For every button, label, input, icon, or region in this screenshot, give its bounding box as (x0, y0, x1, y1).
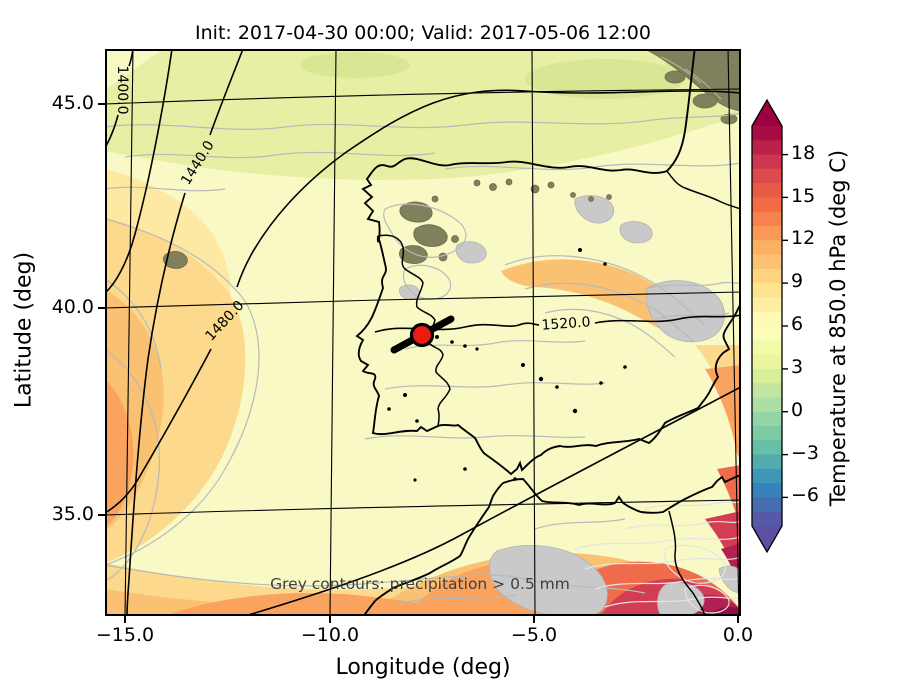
x-tick-mark (329, 616, 331, 623)
station-marker (390, 315, 455, 354)
map-panel: 1400.0 1440.0 1480.0 1520.0 Grey contour… (104, 46, 745, 618)
colorbar (750, 94, 796, 568)
colorbar-segment (752, 368, 782, 384)
colorbar-segment (752, 254, 782, 270)
colorbar-segment (752, 126, 782, 141)
colorbar-segment (752, 426, 782, 441)
colorbar-outline (751, 98, 783, 554)
x-tick-label: −15.0 (95, 624, 155, 646)
colorbar-segment (752, 354, 782, 370)
colorbar-segment (752, 226, 782, 241)
precipitation-grey-patches (399, 195, 742, 618)
contour-label-1520: 1520.0 (541, 314, 591, 333)
x-tick-mark (533, 616, 535, 623)
y-tick-label: 35.0 (51, 503, 94, 525)
colorbar-segment (752, 283, 782, 298)
coastlines (355, 46, 742, 618)
y-tick-mark (98, 103, 105, 105)
colorbar-segment (752, 168, 782, 184)
x-tick-mark (737, 616, 739, 623)
plot-frame (105, 49, 741, 616)
station-marker-dot (409, 322, 435, 348)
x-axis-label: Longitude (deg) (335, 655, 511, 680)
colorbar-label: Temperature at 850.0 hPa (deg C) (826, 149, 850, 507)
y-tick-mark (98, 514, 105, 516)
colorbar-segment (752, 340, 782, 355)
colorbar-segment (752, 211, 782, 227)
contour-label-1400: 1400.0 (114, 66, 130, 115)
colorbar-segment (752, 483, 782, 498)
colorbar-segment (752, 383, 782, 398)
colorbar-segment (752, 240, 782, 255)
colorbar-tick-label: 6 (791, 313, 804, 335)
colorbar-segment (752, 440, 782, 455)
colorbar-segment (752, 268, 782, 284)
colorbar-segment (752, 411, 782, 427)
colorbar-segment (752, 497, 782, 513)
colorbar-tick-label: −3 (791, 442, 820, 464)
y-tick-mark (98, 307, 105, 309)
colorbar-tick-label: 9 (791, 270, 804, 292)
colorbar-segment (752, 154, 782, 170)
y-tick-label: 45.0 (51, 92, 94, 114)
y-tick-label: 40.0 (51, 296, 94, 318)
colorbar-tick-label: −6 (791, 484, 820, 506)
precipitation-note: Grey contours: precipitation > 0.5 mm (270, 575, 570, 593)
x-tick-label: −5.0 (510, 624, 558, 646)
colorbar-tick-label: 12 (791, 227, 816, 249)
colorbar-segment (752, 468, 782, 484)
colorbar-tick-marks (782, 153, 788, 499)
colorbar-svg (751, 98, 788, 554)
colorbar-segment (752, 397, 782, 413)
x-tick-mark (124, 616, 126, 623)
colorbar-segment (752, 140, 782, 155)
colorbar-tick-label: 0 (791, 399, 804, 421)
colorbar-segment (752, 454, 782, 470)
colorbar-segment (752, 326, 782, 341)
colorbar-arrow-bottom (752, 526, 782, 552)
colorbar-segment (752, 297, 782, 313)
colorbar-segment (752, 311, 782, 327)
colorbar-segment (752, 511, 782, 527)
water-body-specks (387, 248, 627, 482)
colorbar-segment (752, 183, 782, 198)
colorbar-tick-label: 3 (791, 356, 804, 378)
terrain-highlights (660, 56, 722, 100)
plot-title: Init: 2017-04-30 00:00; Valid: 2017-05-0… (195, 22, 651, 44)
colorbar-arrow-top (752, 100, 782, 126)
colorbar-segment (752, 197, 782, 213)
colorbar-tick-label: 15 (791, 185, 816, 207)
colorbar-tick-label: 18 (791, 142, 816, 164)
graticule (104, 48, 742, 617)
x-tick-label: −10.0 (300, 624, 360, 646)
x-tick-label: 0.0 (722, 624, 754, 646)
y-axis-label: Latitude (deg) (11, 251, 37, 409)
map-canvas: 1400.0 1440.0 1480.0 1520.0 Grey contour… (104, 46, 745, 618)
